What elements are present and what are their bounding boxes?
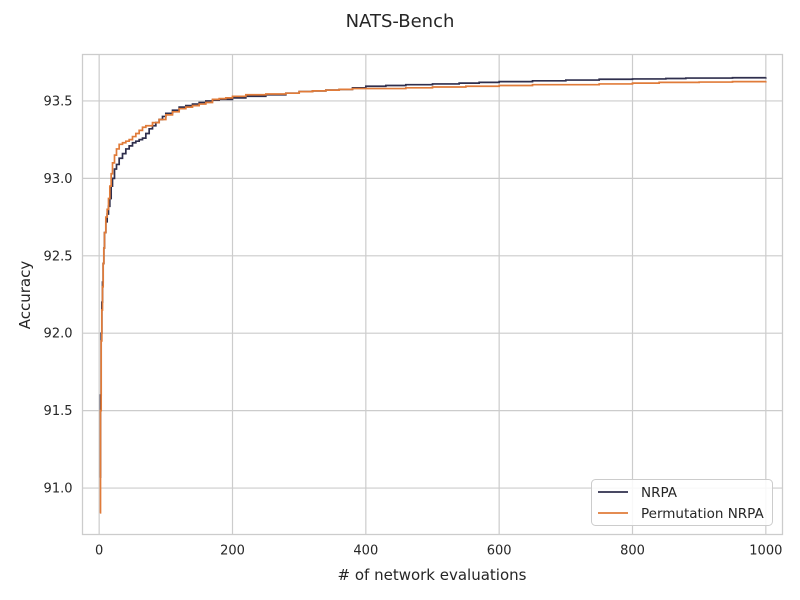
x-tick-label: 600	[487, 544, 512, 559]
y-tick-label: 93.0	[44, 172, 73, 187]
chart-title: NATS-Bench	[346, 11, 455, 32]
x-tick-label: 0	[95, 544, 103, 559]
series-line-nrpa	[99, 76, 767, 479]
plot-area	[81, 53, 784, 536]
y-tick-label: 92.5	[44, 249, 73, 264]
y-axis-label: Accuracy	[16, 261, 34, 330]
grid-lines	[82, 54, 783, 535]
legend: NRPA Permutation NRPA	[591, 479, 773, 526]
series-line-permutation-nrpa	[99, 80, 767, 514]
x-tick-label: 800	[620, 544, 645, 559]
x-tick-label: 200	[220, 544, 245, 559]
x-tick-label: 400	[353, 544, 378, 559]
legend-label-nrpa: NRPA	[641, 485, 678, 501]
series-layer	[99, 76, 767, 514]
legend-box	[591, 479, 773, 526]
y-tick-label: 92.0	[44, 327, 73, 342]
x-tick-labels: 0 200 400 600 800 1000	[95, 544, 782, 559]
y-tick-label: 93.5	[44, 94, 73, 109]
plot-frame	[81, 53, 784, 536]
y-tick-labels: 91.0 91.5 92.0 92.5 93.0 93.5	[44, 94, 73, 496]
legend-label-permutation-nrpa: Permutation NRPA	[641, 506, 764, 522]
x-tick-label: 1000	[749, 544, 782, 559]
y-tick-label: 91.5	[44, 404, 73, 419]
x-axis-label: # of network evaluations	[338, 566, 527, 584]
y-tick-label: 91.0	[44, 482, 73, 497]
